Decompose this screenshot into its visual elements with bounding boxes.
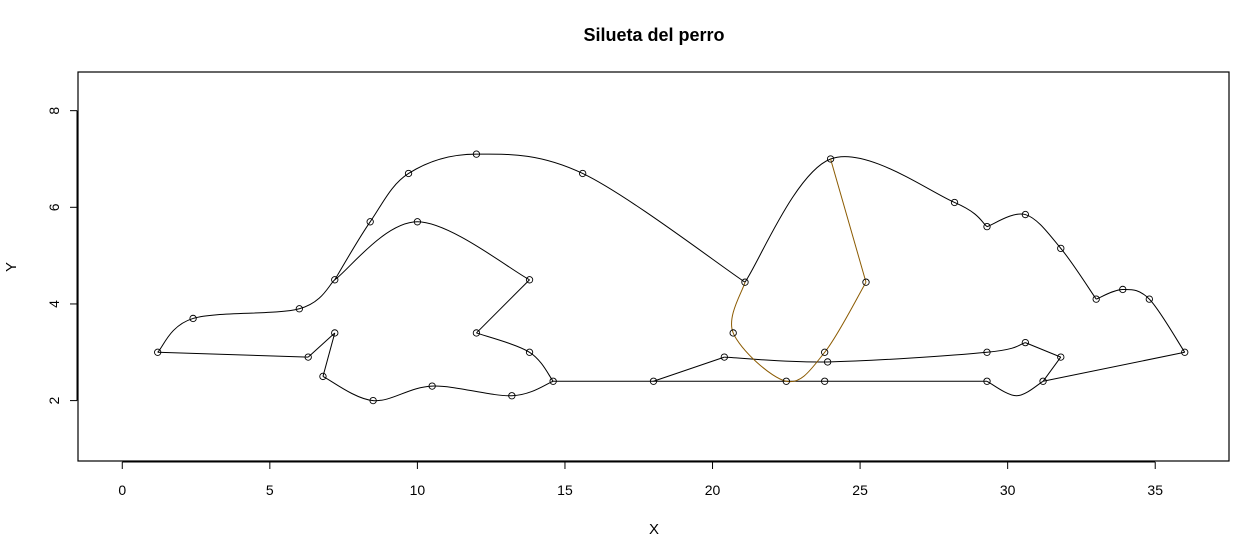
y-tick-label: 6 bbox=[46, 203, 62, 211]
x-tick-label: 5 bbox=[266, 482, 274, 498]
contorno-segment-0-10 bbox=[1025, 343, 1060, 357]
contorno-segment-0-3 bbox=[987, 214, 1096, 299]
y-tick-label: 2 bbox=[46, 396, 62, 404]
x-axis-label: X bbox=[649, 521, 659, 538]
contorno-segment-0-0 bbox=[158, 280, 335, 352]
contorno-segment-0-8 bbox=[654, 357, 725, 381]
x-tick-label: 25 bbox=[852, 482, 868, 498]
y-axis: 2 4 6 8 bbox=[46, 107, 77, 405]
oreja-segment-1-1 bbox=[732, 282, 866, 381]
x-axis: 0 5 10 15 20 25 30 35 bbox=[118, 462, 1163, 498]
curves-layer bbox=[158, 154, 1185, 401]
contorno-segment-0-13 bbox=[323, 376, 553, 400]
contorno-segment-0-9 bbox=[724, 343, 1025, 362]
contorno-segment-0-14 bbox=[323, 333, 335, 376]
contorno-segment-0-15 bbox=[308, 333, 335, 357]
y-tick-label: 4 bbox=[46, 300, 62, 308]
contorno-segment-0-17 bbox=[476, 333, 553, 381]
x-tick-label: 0 bbox=[118, 482, 126, 498]
x-tick-label: 35 bbox=[1147, 482, 1163, 498]
contorno-segment-0-1 bbox=[335, 154, 745, 282]
data-point bbox=[1058, 354, 1064, 360]
chart-title: Silueta del perro bbox=[583, 25, 724, 45]
contorno-segment-0-16 bbox=[158, 352, 309, 357]
x-tick-label: 15 bbox=[557, 482, 573, 498]
contorno-segment-0-11 bbox=[1043, 357, 1061, 381]
x-tick-label: 20 bbox=[705, 482, 721, 498]
data-point bbox=[473, 330, 479, 336]
contorno-segment-0-18 bbox=[476, 280, 529, 333]
y-axis-label: Y bbox=[3, 262, 20, 272]
oreja-segment-1-0 bbox=[831, 159, 866, 282]
x-tick-label: 10 bbox=[410, 482, 426, 498]
contorno-segment-0-4 bbox=[1096, 289, 1185, 352]
contorno-segment-0-2 bbox=[745, 157, 987, 283]
y-tick-label: 8 bbox=[46, 107, 62, 115]
x-tick-label: 30 bbox=[1000, 482, 1016, 498]
plot-frame bbox=[78, 72, 1229, 461]
contorno-segment-0-6 bbox=[987, 381, 1043, 395]
points-layer bbox=[154, 151, 1187, 404]
